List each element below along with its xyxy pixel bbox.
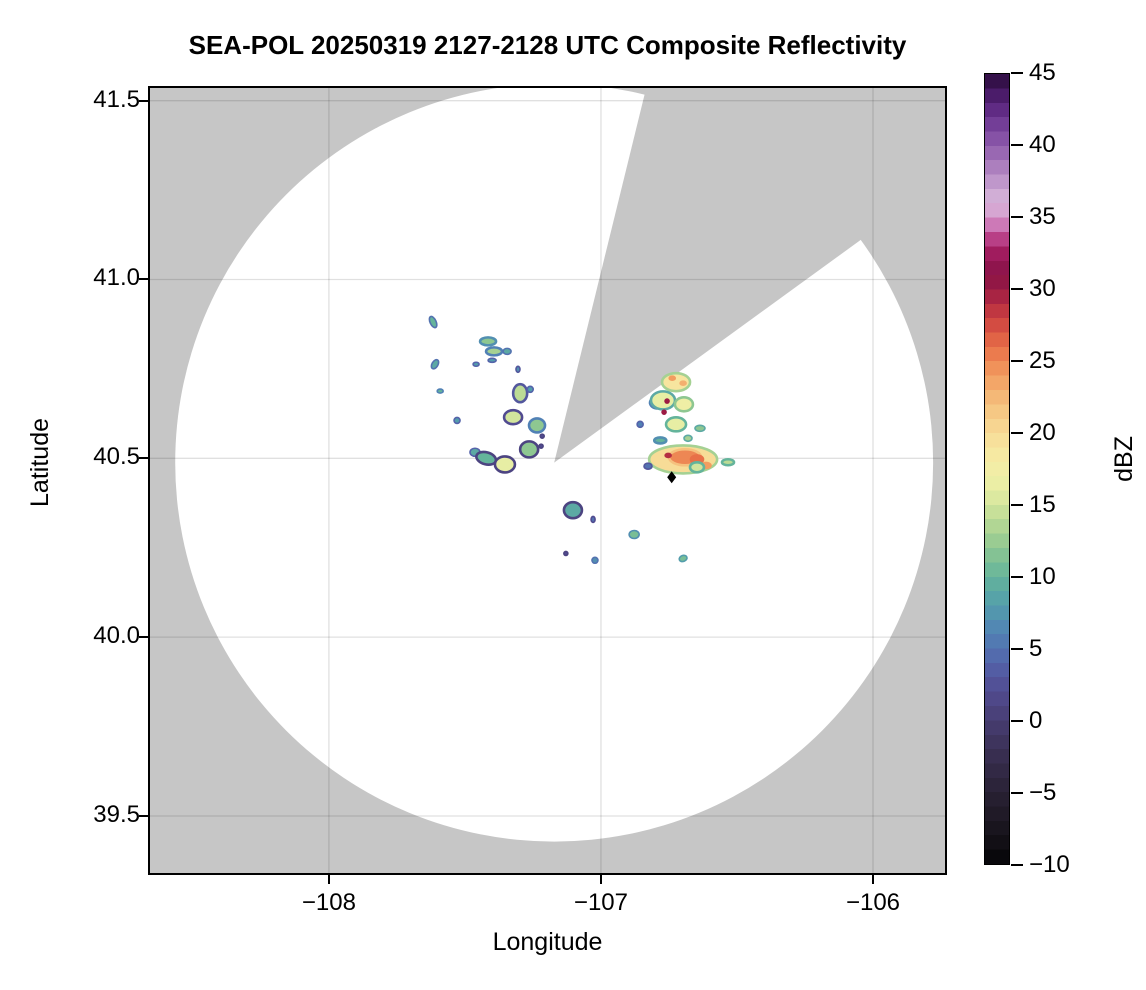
echo-blob bbox=[694, 424, 706, 433]
echo-blob bbox=[502, 408, 524, 426]
colorbar-tick-label: 0 bbox=[1029, 707, 1043, 734]
y-tick bbox=[139, 457, 148, 460]
colorbar-tick bbox=[1011, 288, 1023, 290]
colorbar-tick-label: 20 bbox=[1029, 419, 1056, 446]
echo-blob bbox=[563, 550, 569, 557]
y-tick bbox=[139, 278, 148, 281]
colorbar-tick-label: 35 bbox=[1029, 203, 1056, 230]
colorbar bbox=[984, 73, 1010, 865]
radar-map-svg bbox=[148, 86, 947, 875]
echo-blob bbox=[664, 398, 670, 404]
colorbar-tick bbox=[1011, 144, 1023, 146]
echo-blob bbox=[478, 336, 498, 347]
echo-blob bbox=[683, 434, 693, 443]
echo-blob bbox=[502, 347, 512, 356]
colorbar-tick bbox=[1011, 720, 1023, 722]
echo-blob bbox=[515, 365, 521, 374]
echo-blob bbox=[628, 529, 640, 540]
x-tick-label: −107 bbox=[573, 889, 628, 916]
colorbar-tick-label: 15 bbox=[1029, 491, 1056, 518]
echo-blob bbox=[673, 396, 695, 413]
echo-blob bbox=[649, 390, 677, 411]
colorbar-tick-label: 5 bbox=[1029, 635, 1043, 662]
echo-blob bbox=[511, 382, 529, 404]
echo-blob bbox=[472, 361, 480, 368]
colorbar-tick bbox=[1011, 504, 1023, 506]
y-tick-label: 39.5 bbox=[93, 800, 140, 828]
colorbar-tick bbox=[1011, 576, 1023, 578]
echo-blob bbox=[493, 455, 517, 474]
x-axis-label: Longitude bbox=[492, 928, 603, 956]
echo-blob bbox=[518, 440, 540, 459]
page-title: SEA-POL 20250319 2127-2128 UTC Composite… bbox=[188, 30, 907, 60]
echo-blob bbox=[664, 452, 672, 459]
colorbar-tick-label: 45 bbox=[1029, 59, 1056, 86]
echo-blob bbox=[526, 385, 535, 394]
colorbar-tick-label: 40 bbox=[1029, 131, 1056, 158]
echo-blob bbox=[678, 554, 688, 563]
plot-border bbox=[148, 86, 947, 875]
echo-blob bbox=[591, 556, 599, 565]
colorbar-tick bbox=[1011, 432, 1023, 434]
echo-blob bbox=[643, 462, 653, 470]
colorbar-label: dBZ bbox=[1110, 436, 1138, 482]
echo-blob bbox=[661, 409, 667, 415]
colorbar-tick-label: −5 bbox=[1029, 779, 1057, 806]
blocked-sector-wedge bbox=[554, 86, 947, 463]
y-tick-label: 40.5 bbox=[93, 443, 140, 471]
echo-blob bbox=[428, 315, 438, 329]
colorbar-tick-label: 25 bbox=[1029, 347, 1056, 374]
y-tick bbox=[139, 636, 148, 639]
colorbar-tick bbox=[1011, 648, 1023, 650]
echo-blob bbox=[430, 358, 440, 370]
echo-blob bbox=[679, 380, 687, 387]
echo-blob bbox=[652, 436, 668, 445]
colorbar-tick bbox=[1011, 72, 1023, 74]
x-tick bbox=[599, 875, 602, 884]
y-tick-label: 41.5 bbox=[93, 85, 140, 113]
echo-blob bbox=[484, 346, 504, 357]
y-tick-label: 41.0 bbox=[93, 264, 140, 292]
echo-blob bbox=[538, 443, 544, 449]
x-tick-label: −108 bbox=[301, 889, 356, 916]
site-marker-diamond bbox=[667, 471, 677, 484]
y-tick-label: 40.0 bbox=[93, 622, 140, 650]
echo-blob bbox=[453, 416, 461, 425]
echo-blob bbox=[664, 416, 688, 433]
colorbar-tick bbox=[1011, 864, 1023, 866]
plot-area bbox=[148, 86, 947, 875]
echo-blob bbox=[636, 420, 644, 429]
echo-blob bbox=[720, 457, 736, 467]
x-tick bbox=[327, 875, 330, 884]
colorbar-tick bbox=[1011, 216, 1023, 218]
y-tick bbox=[139, 814, 148, 817]
echo-blob bbox=[539, 433, 545, 439]
echo-blob bbox=[562, 500, 584, 520]
echo-blob bbox=[688, 460, 706, 474]
colorbar-tick-label: 30 bbox=[1029, 275, 1056, 302]
echo-blob bbox=[436, 388, 444, 394]
colorbar-tick bbox=[1011, 360, 1023, 362]
echo-blob bbox=[487, 357, 497, 364]
echo-blob bbox=[527, 417, 547, 434]
x-tick-label: −106 bbox=[845, 889, 901, 916]
colorbar-tick bbox=[1011, 792, 1023, 794]
x-tick bbox=[872, 875, 874, 884]
y-tick bbox=[139, 99, 148, 102]
colorbar-tick-label: −10 bbox=[1029, 851, 1070, 878]
echo-blob bbox=[590, 515, 596, 524]
colorbar-tick-label: 10 bbox=[1029, 563, 1056, 590]
echo-blob bbox=[668, 375, 677, 382]
